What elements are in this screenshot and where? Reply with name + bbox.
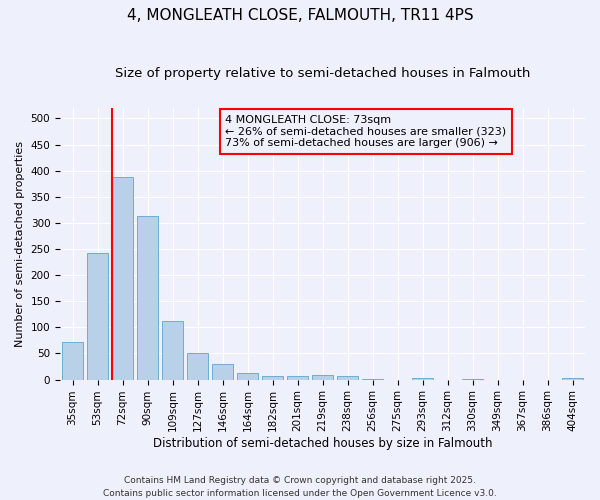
Bar xyxy=(312,376,333,380)
Bar xyxy=(162,321,183,380)
Title: Size of property relative to semi-detached houses in Falmouth: Size of property relative to semi-detach… xyxy=(115,68,530,80)
Bar xyxy=(112,177,133,380)
Bar xyxy=(137,216,158,380)
Bar xyxy=(462,379,483,380)
Text: 4, MONGLEATH CLOSE, FALMOUTH, TR11 4PS: 4, MONGLEATH CLOSE, FALMOUTH, TR11 4PS xyxy=(127,8,473,22)
Bar xyxy=(62,342,83,380)
Y-axis label: Number of semi-detached properties: Number of semi-detached properties xyxy=(15,141,25,347)
Bar xyxy=(362,378,383,380)
Bar xyxy=(287,376,308,380)
X-axis label: Distribution of semi-detached houses by size in Falmouth: Distribution of semi-detached houses by … xyxy=(153,437,492,450)
Bar xyxy=(412,378,433,380)
Bar xyxy=(237,373,258,380)
Bar xyxy=(212,364,233,380)
Bar xyxy=(187,354,208,380)
Bar xyxy=(337,376,358,380)
Bar xyxy=(262,376,283,380)
Text: 4 MONGLEATH CLOSE: 73sqm
← 26% of semi-detached houses are smaller (323)
73% of : 4 MONGLEATH CLOSE: 73sqm ← 26% of semi-d… xyxy=(226,115,506,148)
Bar xyxy=(87,253,108,380)
Text: Contains HM Land Registry data © Crown copyright and database right 2025.
Contai: Contains HM Land Registry data © Crown c… xyxy=(103,476,497,498)
Bar xyxy=(562,378,583,380)
